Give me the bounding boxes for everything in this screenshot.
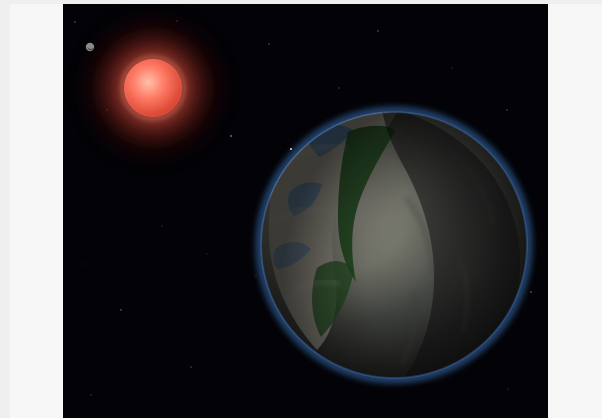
star-field (74, 20, 532, 396)
space-illustration (63, 4, 548, 418)
planet (252, 103, 536, 387)
space-scene (63, 4, 548, 418)
red-dwarf-star (81, 16, 225, 160)
moon (85, 42, 95, 52)
